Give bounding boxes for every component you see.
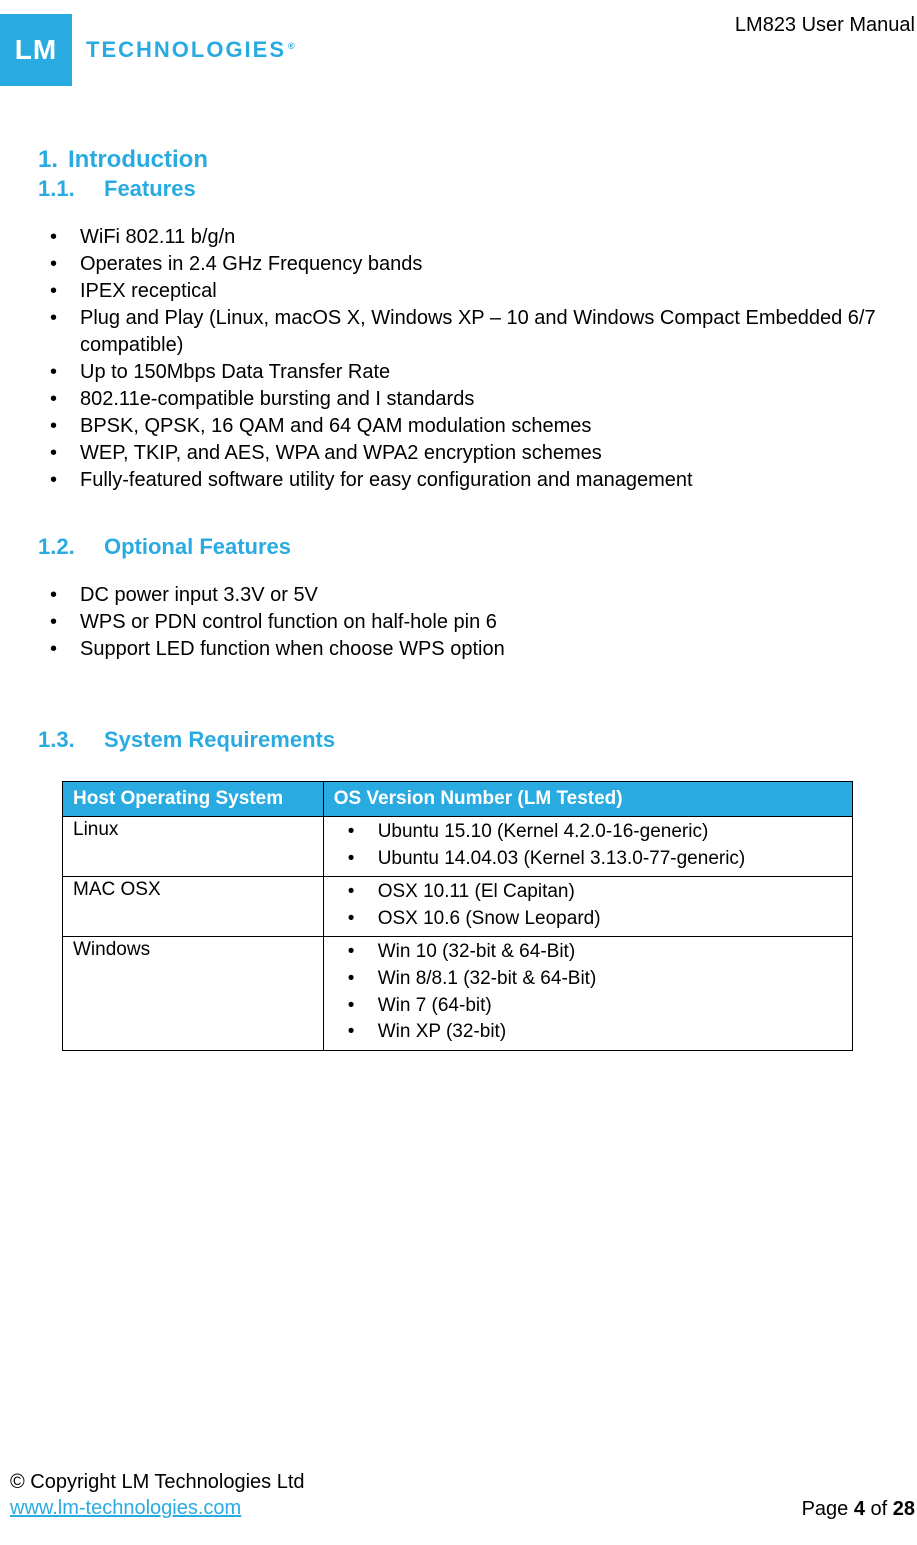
system-requirements-table: Host Operating System OS Version Number …: [62, 781, 853, 1051]
list-item: Plug and Play (Linux, macOS X, Windows X…: [50, 305, 877, 359]
heading-num: 1.2.: [38, 534, 104, 560]
heading-features: 1.1.Features: [38, 176, 877, 202]
page-of: of: [865, 1498, 893, 1520]
version-list: OSX 10.11 (El Capitan) OSX 10.6 (Snow Le…: [334, 879, 842, 932]
list-item: OSX 10.6 (Snow Leopard): [348, 906, 842, 933]
list-item: Win 8/8.1 (32-bit & 64-Bit): [348, 966, 842, 993]
page-total: 28: [893, 1498, 915, 1520]
list-item: OSX 10.11 (El Capitan): [348, 879, 842, 906]
footer-left: © Copyright LM Technologies Ltd www.lm-t…: [10, 1469, 305, 1521]
features-list: WiFi 802.11 b/g/n Operates in 2.4 GHz Fr…: [38, 224, 877, 494]
table-header-row: Host Operating System OS Version Number …: [63, 782, 853, 817]
page-header: LM TECHNOLOGIES® LM823 User Manual: [0, 0, 917, 86]
list-item: Win 10 (32-bit & 64-Bit): [348, 939, 842, 966]
logo-square-icon: LM: [0, 14, 72, 86]
page-footer: © Copyright LM Technologies Ltd www.lm-t…: [0, 1469, 917, 1521]
table-row: Windows Win 10 (32-bit & 64-Bit) Win 8/8…: [63, 937, 853, 1050]
footer-page-number: Page 4 of 28: [802, 1498, 915, 1521]
heading-num: 1.3.: [38, 727, 104, 753]
list-item: Win 7 (64-bit): [348, 993, 842, 1020]
system-requirements-table-wrap: Host Operating System OS Version Number …: [38, 781, 877, 1051]
optional-features-list: DC power input 3.3V or 5V WPS or PDN con…: [38, 582, 877, 663]
table-row: MAC OSX OSX 10.11 (El Capitan) OSX 10.6 …: [63, 877, 853, 937]
list-item: IPEX receptical: [50, 278, 877, 305]
list-item: Up to 150Mbps Data Transfer Rate: [50, 359, 877, 386]
heading-num: 1.: [38, 146, 58, 173]
table-cell-versions: Ubuntu 15.10 (Kernel 4.2.0-16-generic) U…: [323, 817, 852, 877]
heading-text: Introduction: [68, 146, 208, 173]
version-list: Win 10 (32-bit & 64-Bit) Win 8/8.1 (32-b…: [334, 939, 842, 1045]
list-item: DC power input 3.3V or 5V: [50, 582, 877, 609]
document-title: LM823 User Manual: [735, 14, 917, 37]
list-item: WPS or PDN control function on half-hole…: [50, 609, 877, 636]
list-item: 802.11e-compatible bursting and I standa…: [50, 386, 877, 413]
list-item: Fully-featured software utility for easy…: [50, 467, 877, 494]
table-cell-versions: Win 10 (32-bit & 64-Bit) Win 8/8.1 (32-b…: [323, 937, 852, 1050]
list-item: Operates in 2.4 GHz Frequency bands: [50, 251, 877, 278]
footer-url-link[interactable]: www.lm-technologies.com: [10, 1497, 241, 1519]
registered-mark-icon: ®: [288, 41, 297, 51]
table-cell-versions: OSX 10.11 (El Capitan) OSX 10.6 (Snow Le…: [323, 877, 852, 937]
logo-block: LM TECHNOLOGIES®: [0, 14, 297, 86]
list-item: BPSK, QPSK, 16 QAM and 64 QAM modulation…: [50, 413, 877, 440]
heading-text: Features: [104, 176, 196, 201]
list-item: Support LED function when choose WPS opt…: [50, 636, 877, 663]
heading-introduction: 1. Introduction: [38, 146, 877, 174]
version-list: Ubuntu 15.10 (Kernel 4.2.0-16-generic) U…: [334, 819, 842, 872]
list-item: Ubuntu 15.10 (Kernel 4.2.0-16-generic): [348, 819, 842, 846]
footer-copyright: © Copyright LM Technologies Ltd: [10, 1469, 305, 1495]
table-header-cell: Host Operating System: [63, 782, 324, 817]
table-cell-os: Windows: [63, 937, 324, 1050]
list-item: Ubuntu 14.04.03 (Kernel 3.13.0-77-generi…: [348, 846, 842, 873]
list-item: WiFi 802.11 b/g/n: [50, 224, 877, 251]
page-current: 4: [854, 1498, 865, 1520]
page-label-prefix: Page: [802, 1498, 854, 1520]
table-row: Linux Ubuntu 15.10 (Kernel 4.2.0-16-gene…: [63, 817, 853, 877]
table-header-cell: OS Version Number (LM Tested): [323, 782, 852, 817]
logo-word-text: TECHNOLOGIES: [86, 37, 286, 62]
heading-optional-features: 1.2.Optional Features: [38, 534, 877, 560]
heading-text: System Requirements: [104, 727, 335, 752]
heading-text: Optional Features: [104, 534, 291, 559]
heading-num: 1.1.: [38, 176, 104, 202]
logo-wordmark: TECHNOLOGIES®: [86, 37, 297, 63]
page-content: 1. Introduction 1.1.Features WiFi 802.11 …: [0, 86, 917, 1051]
table-cell-os: MAC OSX: [63, 877, 324, 937]
table-cell-os: Linux: [63, 817, 324, 877]
list-item: WEP, TKIP, and AES, WPA and WPA2 encrypt…: [50, 440, 877, 467]
list-item: Win XP (32-bit): [348, 1019, 842, 1046]
heading-system-requirements: 1.3.System Requirements: [38, 727, 877, 753]
